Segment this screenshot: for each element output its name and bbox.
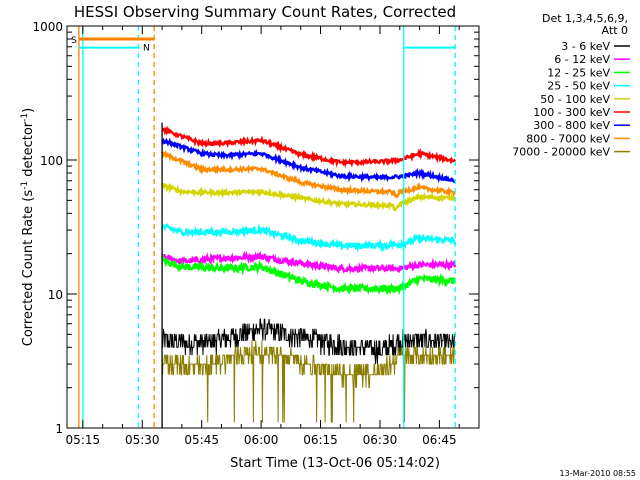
axis-ticks: 05:15 05:30 05:45 06:00 06:15 06:30 06:45 1 10 10… <box>32 20 480 447</box>
y-axis-label-part1: Corrected Count Rate (s <box>21 190 36 347</box>
y-axis-label: Corrected Count Rate (s-1 detector-1) <box>20 108 36 346</box>
series-line-6 <box>161 125 457 169</box>
y-tick-label-2: 10 <box>48 288 63 302</box>
legend-label-2: 6 - 12 keV <box>554 53 610 66</box>
y-tick-label-1: 1 <box>55 422 63 436</box>
series-line-1 <box>161 318 455 365</box>
y-axis-label-sup1: -1 <box>20 181 30 190</box>
legend-label-8: 800 - 7000 keV <box>526 132 610 145</box>
series-line-7 <box>161 137 456 184</box>
y-tick-label-4: 1000 <box>32 20 63 34</box>
x-tick-label-2: 05:30 <box>125 433 160 447</box>
legend-header-1: Det 1,3,4,5,6,9, <box>542 12 628 25</box>
x-tick-label-4: 06:00 <box>244 433 279 447</box>
x-tick-label-5: 06:15 <box>303 433 338 447</box>
marker-label-n: N <box>143 44 150 54</box>
series-line-3 <box>160 253 457 296</box>
plot-frame <box>66 25 480 429</box>
legend-label-9: 7000 - 20000 keV <box>512 146 610 159</box>
plot-area: SN <box>71 26 457 428</box>
y-axis-label-part2: detector <box>21 121 36 181</box>
plot-clip-group <box>78 26 457 428</box>
x-tick-label-7: 06:45 <box>422 433 457 447</box>
y-tick-label-3: 100 <box>40 154 63 168</box>
x-tick-label-6: 06:30 <box>363 433 398 447</box>
legend-label-4: 25 - 50 keV <box>547 80 610 93</box>
legend-label-5: 50 - 100 keV <box>540 93 610 106</box>
series-line-5 <box>161 182 456 212</box>
legend-label-1: 3 - 6 keV <box>561 40 610 53</box>
legend-label-6: 100 - 300 keV <box>533 106 610 119</box>
legend-label-7: 300 - 800 keV <box>533 119 610 132</box>
y-axis-label-part3: ) <box>21 108 36 113</box>
y-axis-label-sup2: -1 <box>20 113 30 122</box>
x-axis-label: Start Time (13-Oct-06 05:14:02) <box>230 456 440 471</box>
x-tick-label-3: 05:45 <box>184 433 219 447</box>
series-line-2 <box>161 250 457 275</box>
series-line-8 <box>160 150 456 199</box>
series-line-9 <box>161 340 455 423</box>
legend-label-3: 12 - 25 keV <box>547 66 610 79</box>
footer-timestamp: 13-Mar-2010 08:55 <box>560 469 637 478</box>
chart-title: HESSI Observing Summary Count Rates, Cor… <box>74 3 456 21</box>
marker-label-s: S <box>71 36 77 46</box>
series-line-4 <box>160 223 457 253</box>
legend-header-2: Att 0 <box>602 24 628 37</box>
x-tick-label-1: 05:15 <box>66 433 101 447</box>
